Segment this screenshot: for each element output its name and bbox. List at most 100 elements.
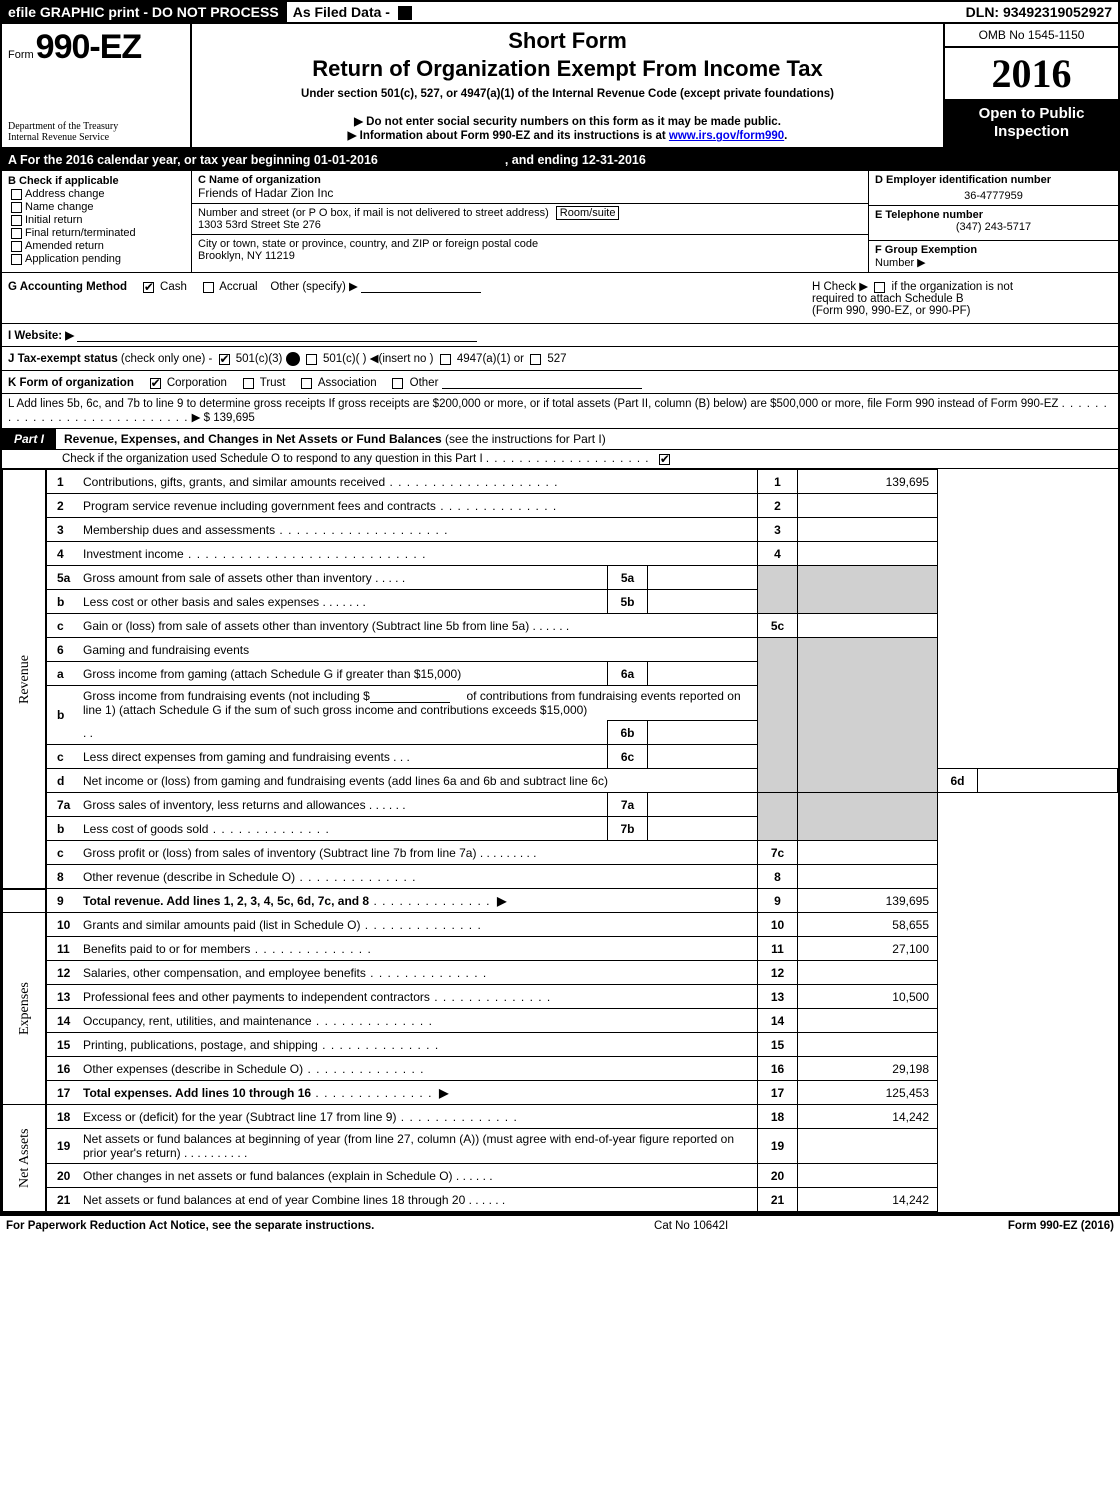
line-5b: b Less cost or other basis and sales exp… bbox=[3, 590, 1118, 614]
form-header: Form 990-EZ Department of the Treasury I… bbox=[2, 24, 1118, 149]
header-center: Short Form Return of Organization Exempt… bbox=[192, 24, 943, 147]
cash-label: Cash bbox=[160, 281, 187, 293]
line-2: 2 Program service revenue including gove… bbox=[3, 494, 1118, 518]
line-1-rn: 1 bbox=[758, 470, 798, 494]
line-1-desc: Contributions, gifts, grants, and simila… bbox=[78, 470, 758, 494]
cb-501c[interactable] bbox=[306, 354, 317, 365]
opt-association: Association bbox=[318, 377, 377, 389]
line-6d: d Net income or (loss) from gaming and f… bbox=[3, 769, 1118, 793]
website-input[interactable] bbox=[77, 328, 477, 342]
cb-527[interactable] bbox=[530, 354, 541, 365]
footer-catno: Cat No 10642I bbox=[654, 1220, 728, 1232]
tax-exempt-label: J Tax-exempt status bbox=[8, 353, 118, 365]
notice-block: ▶ Do not enter social security numbers o… bbox=[200, 114, 935, 142]
irs-link[interactable]: www.irs.gov/form990 bbox=[669, 130, 784, 142]
cb-association[interactable] bbox=[301, 378, 312, 389]
box-h: H Check ▶ if the organization is not req… bbox=[812, 279, 1112, 317]
form-org-label: K Form of organization bbox=[8, 377, 134, 389]
other-specify-input[interactable] bbox=[361, 279, 481, 293]
dept-irs: Internal Revenue Service bbox=[8, 132, 184, 143]
notice-pre: ▶ Information about Form 990-EZ and its … bbox=[348, 130, 669, 142]
cb-initial-return[interactable]: Initial return bbox=[8, 214, 185, 226]
opt-4947: 4947(a)(1) or bbox=[457, 353, 524, 365]
row-l-text: L Add lines 5b, 6c, and 7b to line 9 to … bbox=[8, 398, 1058, 410]
line-6c: c Less direct expenses from gaming and f… bbox=[3, 745, 1118, 769]
cb-trust[interactable] bbox=[243, 378, 254, 389]
cb-application-pending[interactable]: Application pending bbox=[8, 253, 185, 265]
section-a-post: , and ending 12-31-2016 bbox=[505, 153, 646, 167]
line-10: Expenses 10 Grants and similar amounts p… bbox=[3, 913, 1118, 937]
tax-exempt-rest: (check only one) - bbox=[121, 353, 212, 365]
footer-paperwork: For Paperwork Reduction Act Notice, see … bbox=[6, 1220, 374, 1232]
cb-cash[interactable] bbox=[143, 282, 154, 293]
line-6b-2: . . 6b bbox=[3, 721, 1118, 745]
cb-name-change[interactable]: Name change bbox=[8, 201, 185, 213]
cb-address-change[interactable]: Address change bbox=[8, 188, 185, 200]
accounting-method-label: G Accounting Method bbox=[8, 281, 127, 293]
filed-black-box bbox=[398, 6, 412, 20]
cb-4947[interactable] bbox=[440, 354, 451, 365]
cb-amended-return[interactable]: Amended return bbox=[8, 240, 185, 252]
cb-corporation[interactable] bbox=[150, 378, 161, 389]
cb-accrual[interactable] bbox=[203, 282, 214, 293]
tax-year: 2016 bbox=[945, 48, 1118, 99]
part-1-title-text: Revenue, Expenses, and Changes in Net As… bbox=[64, 432, 442, 446]
cb-501c3[interactable] bbox=[219, 354, 230, 365]
net-assets-side-label: Net Assets bbox=[3, 1105, 47, 1212]
other-org-input[interactable] bbox=[442, 375, 642, 389]
header-right: OMB No 1545-1150 2016 Open to Public Ins… bbox=[943, 24, 1118, 147]
city-label: City or town, state or province, country… bbox=[198, 238, 862, 250]
box-c-street: Number and street (or P O box, if mail i… bbox=[192, 204, 868, 235]
subtitle: Under section 501(c), 527, or 4947(a)(1)… bbox=[200, 88, 935, 100]
open-line1: Open to Public bbox=[949, 105, 1114, 123]
city-value: Brooklyn, NY 11219 bbox=[198, 250, 862, 262]
fundraising-amount-input[interactable] bbox=[370, 689, 450, 703]
group-exemption-label: F Group Exemption bbox=[875, 244, 977, 256]
opt-trust: Trust bbox=[260, 377, 286, 389]
part-1-check-line: Check if the organization used Schedule … bbox=[2, 450, 1118, 469]
cb-other-org[interactable] bbox=[392, 378, 403, 389]
box-c: C Name of organization Friends of Hadar … bbox=[192, 171, 868, 272]
line-11: 11 Benefits paid to or for members 11 27… bbox=[3, 937, 1118, 961]
row-k-form-org: K Form of organization Corporation Trust… bbox=[2, 371, 1118, 394]
part-1-title: Revenue, Expenses, and Changes in Net As… bbox=[56, 429, 1118, 449]
notice-post: . bbox=[784, 130, 787, 142]
street-label: Number and street (or P O box, if mail i… bbox=[198, 207, 549, 219]
other-label: Other (specify) ▶ bbox=[270, 281, 357, 293]
revenue-side-label: Revenue bbox=[3, 470, 47, 889]
form-990ez-number: 990-EZ bbox=[36, 28, 142, 67]
main-title: Return of Organization Exempt From Incom… bbox=[200, 56, 935, 82]
phone-value: (347) 243-5717 bbox=[875, 221, 1112, 237]
ein-label: D Employer identification number bbox=[875, 174, 1112, 186]
open-line2: Inspection bbox=[949, 123, 1114, 141]
line-5a: 5a Gross amount from sale of assets othe… bbox=[3, 566, 1118, 590]
line-7b: b Less cost of goods sold 7b bbox=[3, 817, 1118, 841]
form-word: Form bbox=[8, 49, 34, 61]
line-6a: a Gross income from gaming (attach Sched… bbox=[3, 662, 1118, 686]
accrual-label: Accrual bbox=[219, 281, 257, 293]
line-21: 21 Net assets or fund balances at end of… bbox=[3, 1188, 1118, 1212]
dots bbox=[486, 453, 650, 465]
help-icon[interactable] bbox=[286, 352, 300, 366]
opt-other: Other bbox=[410, 377, 439, 389]
line-18: Net Assets 18 Excess or (deficit) for th… bbox=[3, 1105, 1118, 1129]
line-12: 12 Salaries, other compensation, and emp… bbox=[3, 961, 1118, 985]
part-1-header: Part I Revenue, Expenses, and Changes in… bbox=[2, 429, 1118, 450]
top-bar: efile GRAPHIC print - DO NOT PROCESS As … bbox=[2, 2, 1118, 24]
line-14: 14 Occupancy, rent, utilities, and maint… bbox=[3, 1009, 1118, 1033]
line-13: 13 Professional fees and other payments … bbox=[3, 985, 1118, 1009]
cb-h-not-required[interactable] bbox=[874, 282, 885, 293]
header-left: Form 990-EZ Department of the Treasury I… bbox=[2, 24, 192, 147]
box-e: E Telephone number (347) 243-5717 bbox=[869, 206, 1118, 241]
line-7a: 7a Gross sales of inventory, less return… bbox=[3, 793, 1118, 817]
h-check-label: H Check ▶ bbox=[812, 281, 868, 293]
group-exemption-number: Number ▶ bbox=[875, 257, 926, 269]
cb-final-return[interactable]: Final return/terminated bbox=[8, 227, 185, 239]
box-c-label: C Name of organization bbox=[198, 174, 862, 186]
cb-schedule-o[interactable] bbox=[659, 454, 670, 465]
ein-value: 36-4777959 bbox=[875, 186, 1112, 202]
h-text4: (Form 990, 990-EZ, or 990-PF) bbox=[812, 305, 971, 317]
notice-link-line: ▶ Information about Form 990-EZ and its … bbox=[200, 128, 935, 142]
row-j-tax-exempt: J Tax-exempt status (check only one) - 5… bbox=[2, 347, 1118, 371]
line-8: 8 Other revenue (describe in Schedule O)… bbox=[3, 865, 1118, 889]
